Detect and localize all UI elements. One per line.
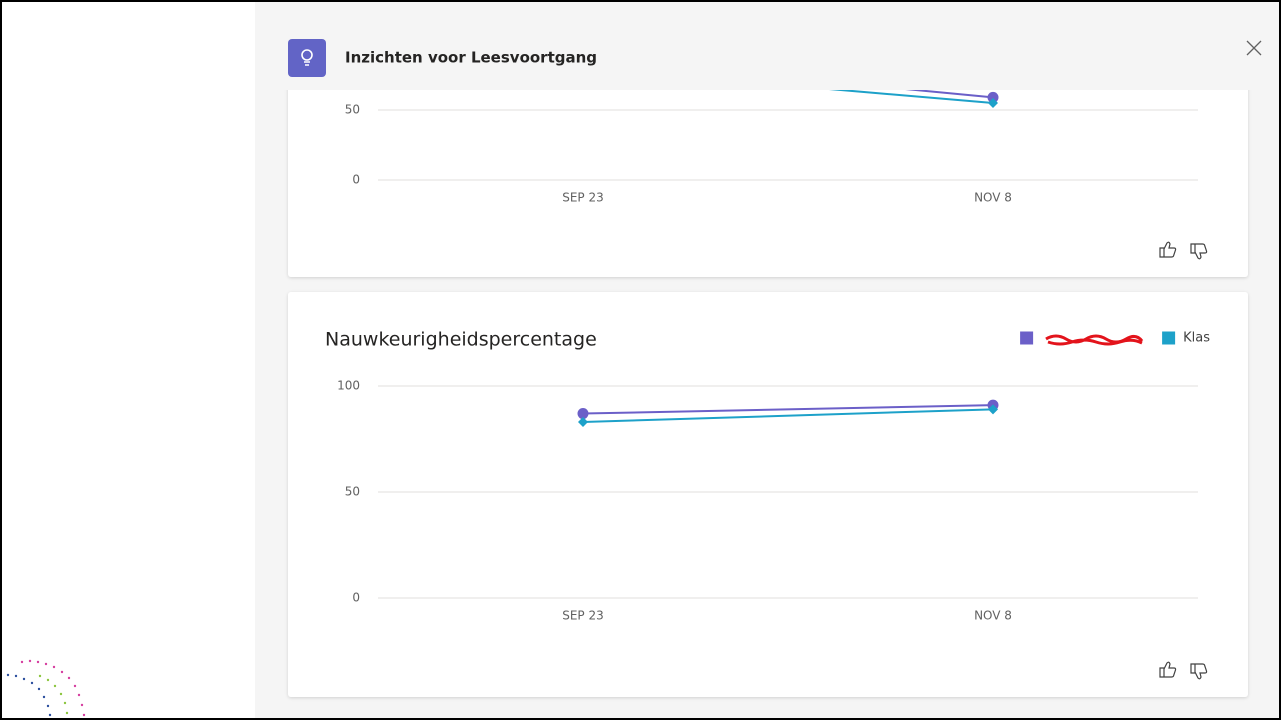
x-tick-label: SEP 23 xyxy=(562,609,604,623)
header-bar xyxy=(255,0,1281,90)
x-tick-label: NOV 8 xyxy=(974,609,1012,623)
thumbs-down[interactable] xyxy=(1190,663,1208,680)
chart: 0 50 SEP 23 NOV 8 xyxy=(345,90,1198,205)
thumbs-up[interactable] xyxy=(1159,661,1177,678)
series-line xyxy=(905,90,994,99)
series-line xyxy=(828,90,994,104)
y-tick-label: 50 xyxy=(345,103,360,117)
marker xyxy=(987,91,999,103)
x-tick-label: NOV 8 xyxy=(974,191,1012,205)
y-tick-label: 100 xyxy=(337,379,360,393)
marker xyxy=(577,408,589,420)
feedback xyxy=(1159,241,1208,680)
header: Inzichten voor Leesvoortgang xyxy=(255,0,1281,90)
thumbs-up[interactable] xyxy=(1159,241,1177,258)
app-icon xyxy=(288,39,326,77)
x-tick-label: SEP 23 xyxy=(562,191,604,205)
redaction xyxy=(1045,334,1144,346)
decoration xyxy=(6,659,86,717)
card xyxy=(288,292,1248,697)
legend-swatch xyxy=(1162,331,1176,345)
icon-bulb-base xyxy=(304,61,310,66)
thumbs-down[interactable] xyxy=(1190,243,1208,260)
marker xyxy=(578,417,588,428)
legend-label: Klas xyxy=(1183,331,1210,346)
legend-swatch xyxy=(1020,331,1034,345)
y-tick-label: 50 xyxy=(345,485,360,499)
marker xyxy=(988,98,998,108)
series-line xyxy=(582,404,994,415)
close-button[interactable] xyxy=(1246,40,1262,56)
chart-title: Nauwkeurigheidspercentage xyxy=(325,329,597,351)
icon-bulb xyxy=(301,49,313,61)
dialog-title: Inzichten voor Leesvoortgang xyxy=(345,49,597,67)
chart: Nauwkeurigheidspercentage 0 50 100 SEP 23 NO… xyxy=(325,329,1210,623)
card xyxy=(288,60,1248,277)
marker xyxy=(988,404,998,415)
series-line xyxy=(582,408,994,424)
y-tick-label: 0 xyxy=(352,591,360,605)
y-tick-label: 0 xyxy=(352,173,360,187)
